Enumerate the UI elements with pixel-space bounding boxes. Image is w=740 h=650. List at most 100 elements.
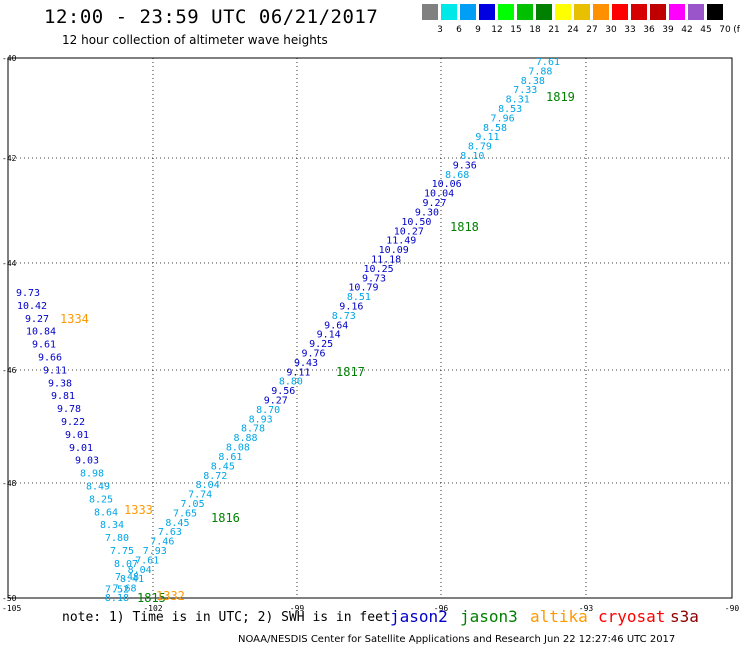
- legend-swatch: [669, 4, 685, 20]
- swh-value: 9.11: [286, 367, 310, 378]
- legend-label: 36: [643, 25, 655, 35]
- pass-time-label: 1816: [211, 511, 240, 525]
- swh-value: 8.72: [203, 471, 227, 482]
- lon-tick-label: -105: [2, 604, 21, 613]
- swh-value: 10.04: [424, 189, 454, 200]
- swh-value: 7.05: [181, 499, 205, 510]
- lon-tick-label: -102: [143, 604, 162, 613]
- legend-label: 18: [529, 25, 541, 35]
- swh-value: 9.30: [415, 207, 439, 218]
- swh-value: 8.80: [279, 377, 303, 388]
- swh-value: 9.27: [25, 314, 49, 325]
- swh-value: 9.14: [317, 330, 341, 341]
- swh-value: 10.50: [401, 217, 431, 228]
- swh-value: 10.79: [348, 283, 378, 294]
- swh-value: 7.74: [188, 490, 212, 501]
- legend-label: 30: [605, 25, 617, 35]
- swh-value: 8.64: [94, 507, 118, 518]
- legend-label: 9: [475, 25, 481, 35]
- legend-swatch: [517, 4, 533, 20]
- swh-value: 9.38: [48, 378, 72, 389]
- legend-swatch: [593, 4, 609, 20]
- swh-value: 8.58: [483, 123, 507, 134]
- legend-label: 12: [491, 25, 503, 35]
- lat-tick-label: -44: [2, 259, 17, 268]
- swh-value: 9.03: [75, 456, 99, 467]
- swh-value: 9.27: [264, 396, 288, 407]
- pass-time-label: 1815: [137, 591, 166, 605]
- swh-value: 7.61: [135, 555, 159, 566]
- swh-value: 7.48: [115, 572, 139, 583]
- swh-value: 9.64: [324, 320, 348, 331]
- swh-value: 9.01: [65, 430, 89, 441]
- legend-swatch: [650, 4, 666, 20]
- swh-value: 9.78: [57, 404, 81, 415]
- legend-label: 24: [567, 25, 579, 35]
- swh-value: 9.11: [475, 132, 499, 143]
- swh-value: 7.68: [112, 584, 136, 595]
- map-title: 12:00 - 23:59 UTC 06/21/2017: [44, 6, 379, 28]
- swh-value: 9.01: [69, 443, 93, 454]
- legend-swatch: [574, 4, 590, 20]
- swh-value: 9.73: [16, 288, 40, 299]
- swh-value: 8.04: [196, 480, 220, 491]
- swh-value: 8.08: [226, 443, 250, 454]
- swh-value: 8.70: [256, 405, 280, 416]
- swh-value: 8.38: [521, 76, 545, 87]
- pass-time-label: 1334: [60, 312, 89, 326]
- legend-label: 33: [624, 25, 636, 35]
- map-subtitle: 12 hour collection of altimeter wave hei…: [62, 33, 328, 47]
- swh-value: 9.73: [362, 273, 386, 284]
- swh-value: 9.36: [453, 160, 477, 171]
- legend-label: 42: [681, 25, 693, 35]
- lon-tick-label: -93: [579, 604, 594, 613]
- pass-time-label: 1333: [124, 503, 153, 517]
- lat-tick-label: -42: [2, 154, 17, 163]
- legend-swatch: [498, 4, 514, 20]
- swh-value: 8.18: [105, 593, 129, 604]
- legend-label: 45: [700, 25, 712, 35]
- legend-swatch: [536, 4, 552, 20]
- lon-tick-label: -96: [434, 604, 449, 613]
- legend-unit: (ft): [733, 25, 740, 35]
- swh-value: 9.27: [422, 198, 446, 209]
- legend-label: 15: [510, 25, 522, 35]
- swh-value: 8.49: [86, 482, 110, 493]
- swh-value: 7.52: [105, 585, 129, 596]
- swh-value: 8.34: [100, 520, 124, 531]
- swh-value: 8.07: [114, 559, 138, 570]
- swh-value: 8.53: [498, 104, 522, 115]
- swh-value: 8.31: [506, 95, 530, 106]
- swh-value: 7.96: [491, 113, 515, 124]
- swh-value: 7.88: [528, 66, 552, 77]
- swh-value: 10.25: [364, 264, 394, 275]
- lat-tick-label: -46: [2, 366, 17, 375]
- pass-time-label: 1818: [450, 220, 479, 234]
- swh-value: 8.78: [241, 424, 265, 435]
- swh-value: 8.98: [80, 469, 104, 480]
- swh-value: 9.16: [339, 301, 363, 312]
- legend-swatch: [555, 4, 571, 20]
- satellite-label-jason2: jason2: [390, 607, 448, 626]
- legend-label: 39: [662, 25, 674, 35]
- swh-value: 7.75: [110, 546, 134, 557]
- swh-value: 8.93: [249, 414, 273, 425]
- lon-tick-label: -99: [290, 604, 305, 613]
- legend-label: 27: [586, 25, 598, 35]
- legend-swatch: [441, 4, 457, 20]
- swh-value: 7.80: [105, 533, 129, 544]
- swh-value: 7.61: [536, 57, 560, 68]
- swh-value: 7.46: [150, 537, 174, 548]
- swh-value: 8.45: [165, 518, 189, 529]
- swh-value: 8.61: [218, 452, 242, 463]
- swh-value: 9.81: [51, 391, 75, 402]
- swh-value: 9.43: [294, 358, 318, 369]
- legend-label: 3: [437, 25, 443, 35]
- swh-value: 8.45: [211, 461, 235, 472]
- legend-swatch: [460, 4, 476, 20]
- plot-frame: [7, 57, 733, 599]
- legend-label: 21: [548, 25, 560, 35]
- legend-swatch: [422, 4, 438, 20]
- swh-value: 8.25: [89, 494, 113, 505]
